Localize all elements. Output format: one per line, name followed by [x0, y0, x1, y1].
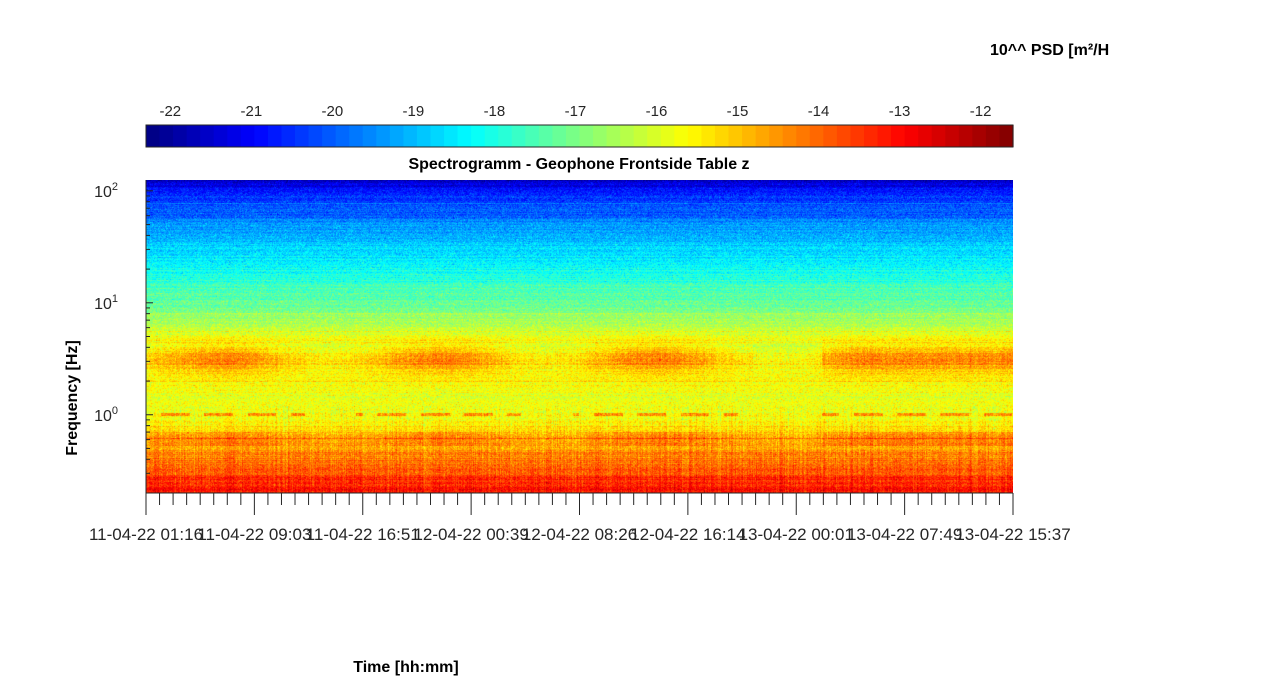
spectrogram-heatmap	[146, 180, 1013, 493]
colorbar-segment	[213, 125, 228, 147]
colorbar-segment	[985, 125, 1001, 147]
colorbar-segment	[444, 125, 459, 147]
colorbar-segment	[295, 125, 310, 147]
x-tick-label: 11-04-22 01:16	[89, 525, 203, 544]
colorbar-tick-label: -19	[403, 103, 425, 120]
colorbar-segment	[281, 125, 296, 147]
colorbar-segment	[430, 125, 445, 147]
colorbar-segment	[416, 125, 432, 147]
colorbar-segment	[823, 125, 838, 147]
colorbar-segment	[186, 125, 201, 147]
colorbar-segment	[958, 125, 973, 147]
colorbar-segment	[769, 125, 784, 147]
x-tick-label: 12-04-22 00:39	[413, 525, 528, 544]
colorbar-segment	[471, 125, 486, 147]
colorbar-segment	[796, 125, 811, 147]
y-tick-label: 102	[94, 181, 118, 201]
colorbar-segment	[552, 125, 567, 147]
colorbar-segment	[322, 125, 337, 147]
colorbar-segment	[511, 125, 526, 147]
colorbar-segment	[389, 125, 404, 147]
colorbar-segment	[687, 125, 703, 147]
colorbar-segment	[674, 125, 689, 147]
colorbar-segment	[850, 125, 865, 147]
colorbar-ticks: -22 -21 -20 -19 -18 -17 -16 -15 -14 -13 -12	[159, 103, 991, 130]
colorbar-segment	[267, 125, 283, 147]
colorbar-segment	[565, 125, 581, 147]
colorbar-segment	[809, 125, 824, 147]
colorbar-segment	[931, 125, 946, 147]
colorbar-tick-label: -12	[970, 103, 992, 120]
colorbar-tick-label: -21	[240, 103, 262, 120]
colorbar-segment	[254, 125, 269, 147]
colorbar-segment	[647, 125, 662, 147]
colorbar-segment	[362, 125, 377, 147]
x-tick-label: 13-04-22 07:49	[847, 525, 962, 544]
x-tick-label: 11-04-22 09:03	[197, 525, 311, 544]
colorbar-tick-label: -18	[484, 103, 506, 120]
colorbar-tick-label: -16	[646, 103, 668, 120]
colorbar-segment	[200, 125, 215, 147]
colorbar-segment	[240, 125, 255, 147]
colorbar-segment	[498, 125, 513, 147]
colorbar-segment	[633, 125, 648, 147]
colorbar-segment	[918, 125, 933, 147]
colorbar-segment	[525, 125, 540, 147]
colorbar-tick-label: -22	[159, 103, 181, 120]
colorbar	[145, 124, 1014, 148]
colorbar-segment	[877, 125, 892, 147]
colorbar-tick-label: -20	[322, 103, 344, 120]
colorbar-segment	[538, 125, 554, 147]
y-axis-label: Frequency [Hz]	[64, 340, 81, 456]
colorbar-segment	[836, 125, 852, 147]
colorbar-segment	[742, 125, 757, 147]
colorbar-segment	[782, 125, 797, 147]
colorbar-tick-label: -14	[808, 103, 830, 120]
colorbar-segment	[146, 125, 161, 147]
y-axis: 100 101 102	[94, 180, 153, 494]
x-tick-label: 12-04-22 08:26	[522, 525, 637, 544]
y-tick-label: 100	[94, 405, 118, 425]
colorbar-segment	[904, 125, 919, 147]
colorbar-segment	[755, 125, 770, 147]
colorbar-tick-label: -13	[889, 103, 911, 120]
colorbar-segment	[999, 125, 1014, 147]
x-tick-label: 12-04-22 16:14	[630, 525, 745, 544]
colorbar-segment	[457, 125, 472, 147]
colorbar-tick-label: -15	[727, 103, 749, 120]
colorbar-segment	[484, 125, 499, 147]
colorbar-label: 10^^ PSD [m²/H	[990, 42, 1109, 59]
x-tick-label: 13-04-22 00:01	[739, 525, 854, 544]
colorbar-segment	[335, 125, 350, 147]
colorbar-segment	[159, 125, 174, 147]
colorbar-segment	[579, 125, 594, 147]
colorbar-segment	[376, 125, 391, 147]
x-tick-label: 13-04-22 15:37	[955, 525, 1070, 544]
colorbar-segment	[660, 125, 675, 147]
colorbar-segment	[173, 125, 188, 147]
y-tick-label: 101	[94, 293, 118, 313]
colorbar-segment	[606, 125, 621, 147]
chart-title: Spectrogramm - Geophone Frontside Table …	[408, 156, 749, 173]
colorbar-segment	[349, 125, 364, 147]
colorbar-frame	[145, 124, 1014, 148]
colorbar-segment	[308, 125, 323, 147]
colorbar-segment	[227, 125, 242, 147]
colorbar-segment	[863, 125, 879, 147]
x-tick-label: 11-04-22 16:51	[306, 525, 420, 544]
colorbar-segment	[714, 125, 730, 147]
colorbar-segment	[945, 125, 960, 147]
x-axis-label: Time [hh:mm]	[353, 659, 458, 676]
colorbar-segment	[620, 125, 635, 147]
colorbar-segment	[972, 125, 987, 147]
colorbar-segment	[701, 125, 716, 147]
colorbar-segment	[891, 125, 906, 147]
colorbar-tick-label: -17	[565, 103, 587, 120]
colorbar-segment	[593, 125, 608, 147]
colorbar-segment	[728, 125, 743, 147]
colorbar-segment	[403, 125, 418, 147]
